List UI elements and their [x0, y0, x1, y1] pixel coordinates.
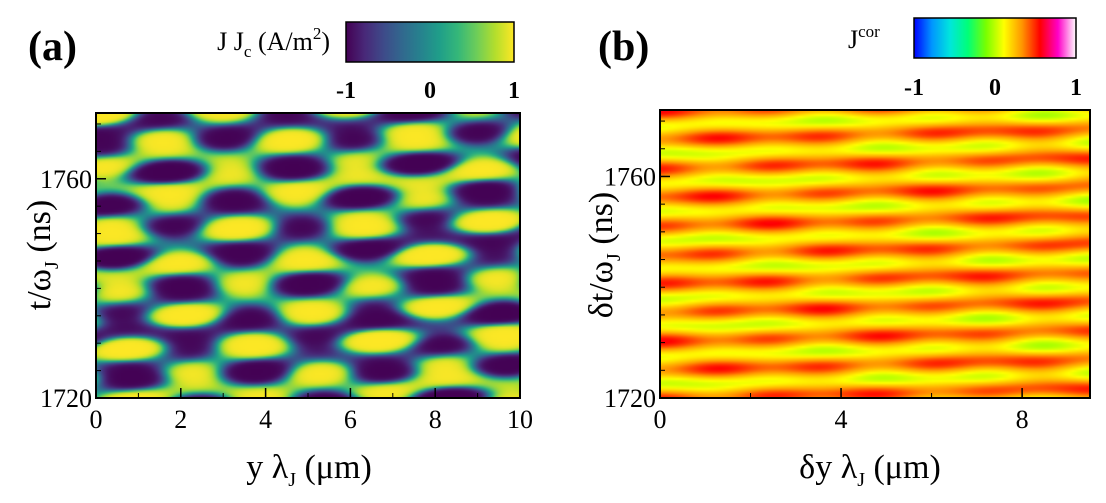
- xlabel-b-sub: J: [857, 469, 865, 491]
- plot-b-frame: [659, 109, 1091, 399]
- axis-a-ytick-label: 1720: [40, 384, 92, 413]
- ylabel-b-unit: (ns): [583, 192, 620, 253]
- xlabel-a-main: y λ: [246, 449, 289, 486]
- colorbar-b-tick-label: 1: [1070, 75, 1082, 101]
- axis-a-xtick-label: 0: [90, 405, 103, 434]
- heatmap-a: [96, 113, 520, 398]
- axes-b-ticks: 0 4 8 1720 1760: [604, 120, 1029, 434]
- colorbar-b-ticks: -1 0 1: [904, 75, 1082, 101]
- colorbar-a-tick-label: 1: [508, 78, 520, 104]
- panel-a-label: (a): [28, 24, 77, 70]
- axis-b-xtick-label: 4: [835, 405, 848, 434]
- colorbar-a-title-close: ): [321, 27, 330, 56]
- axis-b-xtick-label: 0: [654, 405, 667, 434]
- xlabel-a-sub: J: [288, 469, 296, 491]
- colorbar-b: [913, 17, 1077, 59]
- xlabel-a-unit: (μm): [296, 449, 372, 486]
- axis-a-xtick-label: 2: [174, 405, 187, 434]
- axis-a-xtick-label: 6: [344, 405, 357, 434]
- axis-a-xtick-label: 4: [259, 405, 272, 434]
- ylabel-a-unit: (ns): [21, 200, 58, 261]
- x-axis-title-a: y λJ (μm): [246, 449, 372, 491]
- panel-b-colorbar-title: Jcor: [848, 22, 880, 54]
- heatmap-b-image: [660, 110, 1090, 398]
- colorbar-a-title-unit: (A/m: [251, 27, 312, 56]
- colorbar-a-title-main: J J: [217, 27, 244, 56]
- colorbar-a-tick-label: -1: [336, 78, 356, 104]
- y-axis-title-b: δt/ωJ (ns): [583, 192, 625, 318]
- ylabel-a-sub: J: [41, 261, 63, 269]
- xlabel-b-unit: (μm): [865, 449, 941, 486]
- panel-b-label: (b): [598, 24, 649, 70]
- axis-b-xtick-label: 8: [1016, 405, 1029, 434]
- y-axis-title-a: t/ωJ (ns): [21, 200, 63, 310]
- axis-a-xtick-label: 8: [429, 405, 442, 434]
- colorbar-b-title-main: J: [848, 25, 858, 54]
- colorbar-b-tick-label: -1: [904, 75, 924, 101]
- ylabel-b-sub: J: [603, 253, 625, 261]
- ylabel-a-main: t/ω: [21, 269, 58, 310]
- heatmap-a-image: [96, 113, 520, 398]
- colorbar-a-tick-label: 0: [424, 78, 436, 104]
- ylabel-b-main: δt/ω: [583, 261, 620, 318]
- plot-a-clip-wrap: [96, 113, 520, 398]
- axis-a-ytick-label: 1760: [40, 165, 92, 194]
- axis-a-xtick-label: 10: [507, 405, 533, 434]
- x-axis-title-b: δy λJ (μm): [799, 449, 941, 491]
- colorbar-a-title-sub: c: [244, 42, 252, 61]
- axes-a-ticks: 0 2 4 6 8 10 1720 1760: [40, 123, 533, 434]
- xlabel-b-main: δy λ: [799, 449, 858, 486]
- heatmap-b: [660, 110, 1090, 398]
- axis-b-ytick-label: 1720: [604, 384, 656, 413]
- axis-b-ytick-label: 1760: [604, 162, 656, 191]
- colorbar-a-title-sup: 2: [313, 24, 322, 43]
- panel-a-colorbar-title: J Jc (A/m2): [217, 24, 330, 61]
- colorbar-b-title-sup: cor: [858, 22, 880, 41]
- colorbar-b-tick-label: 0: [989, 75, 1001, 101]
- colorbar-a: [345, 21, 515, 63]
- colorbar-a-ticks: -1 0 1: [336, 78, 520, 104]
